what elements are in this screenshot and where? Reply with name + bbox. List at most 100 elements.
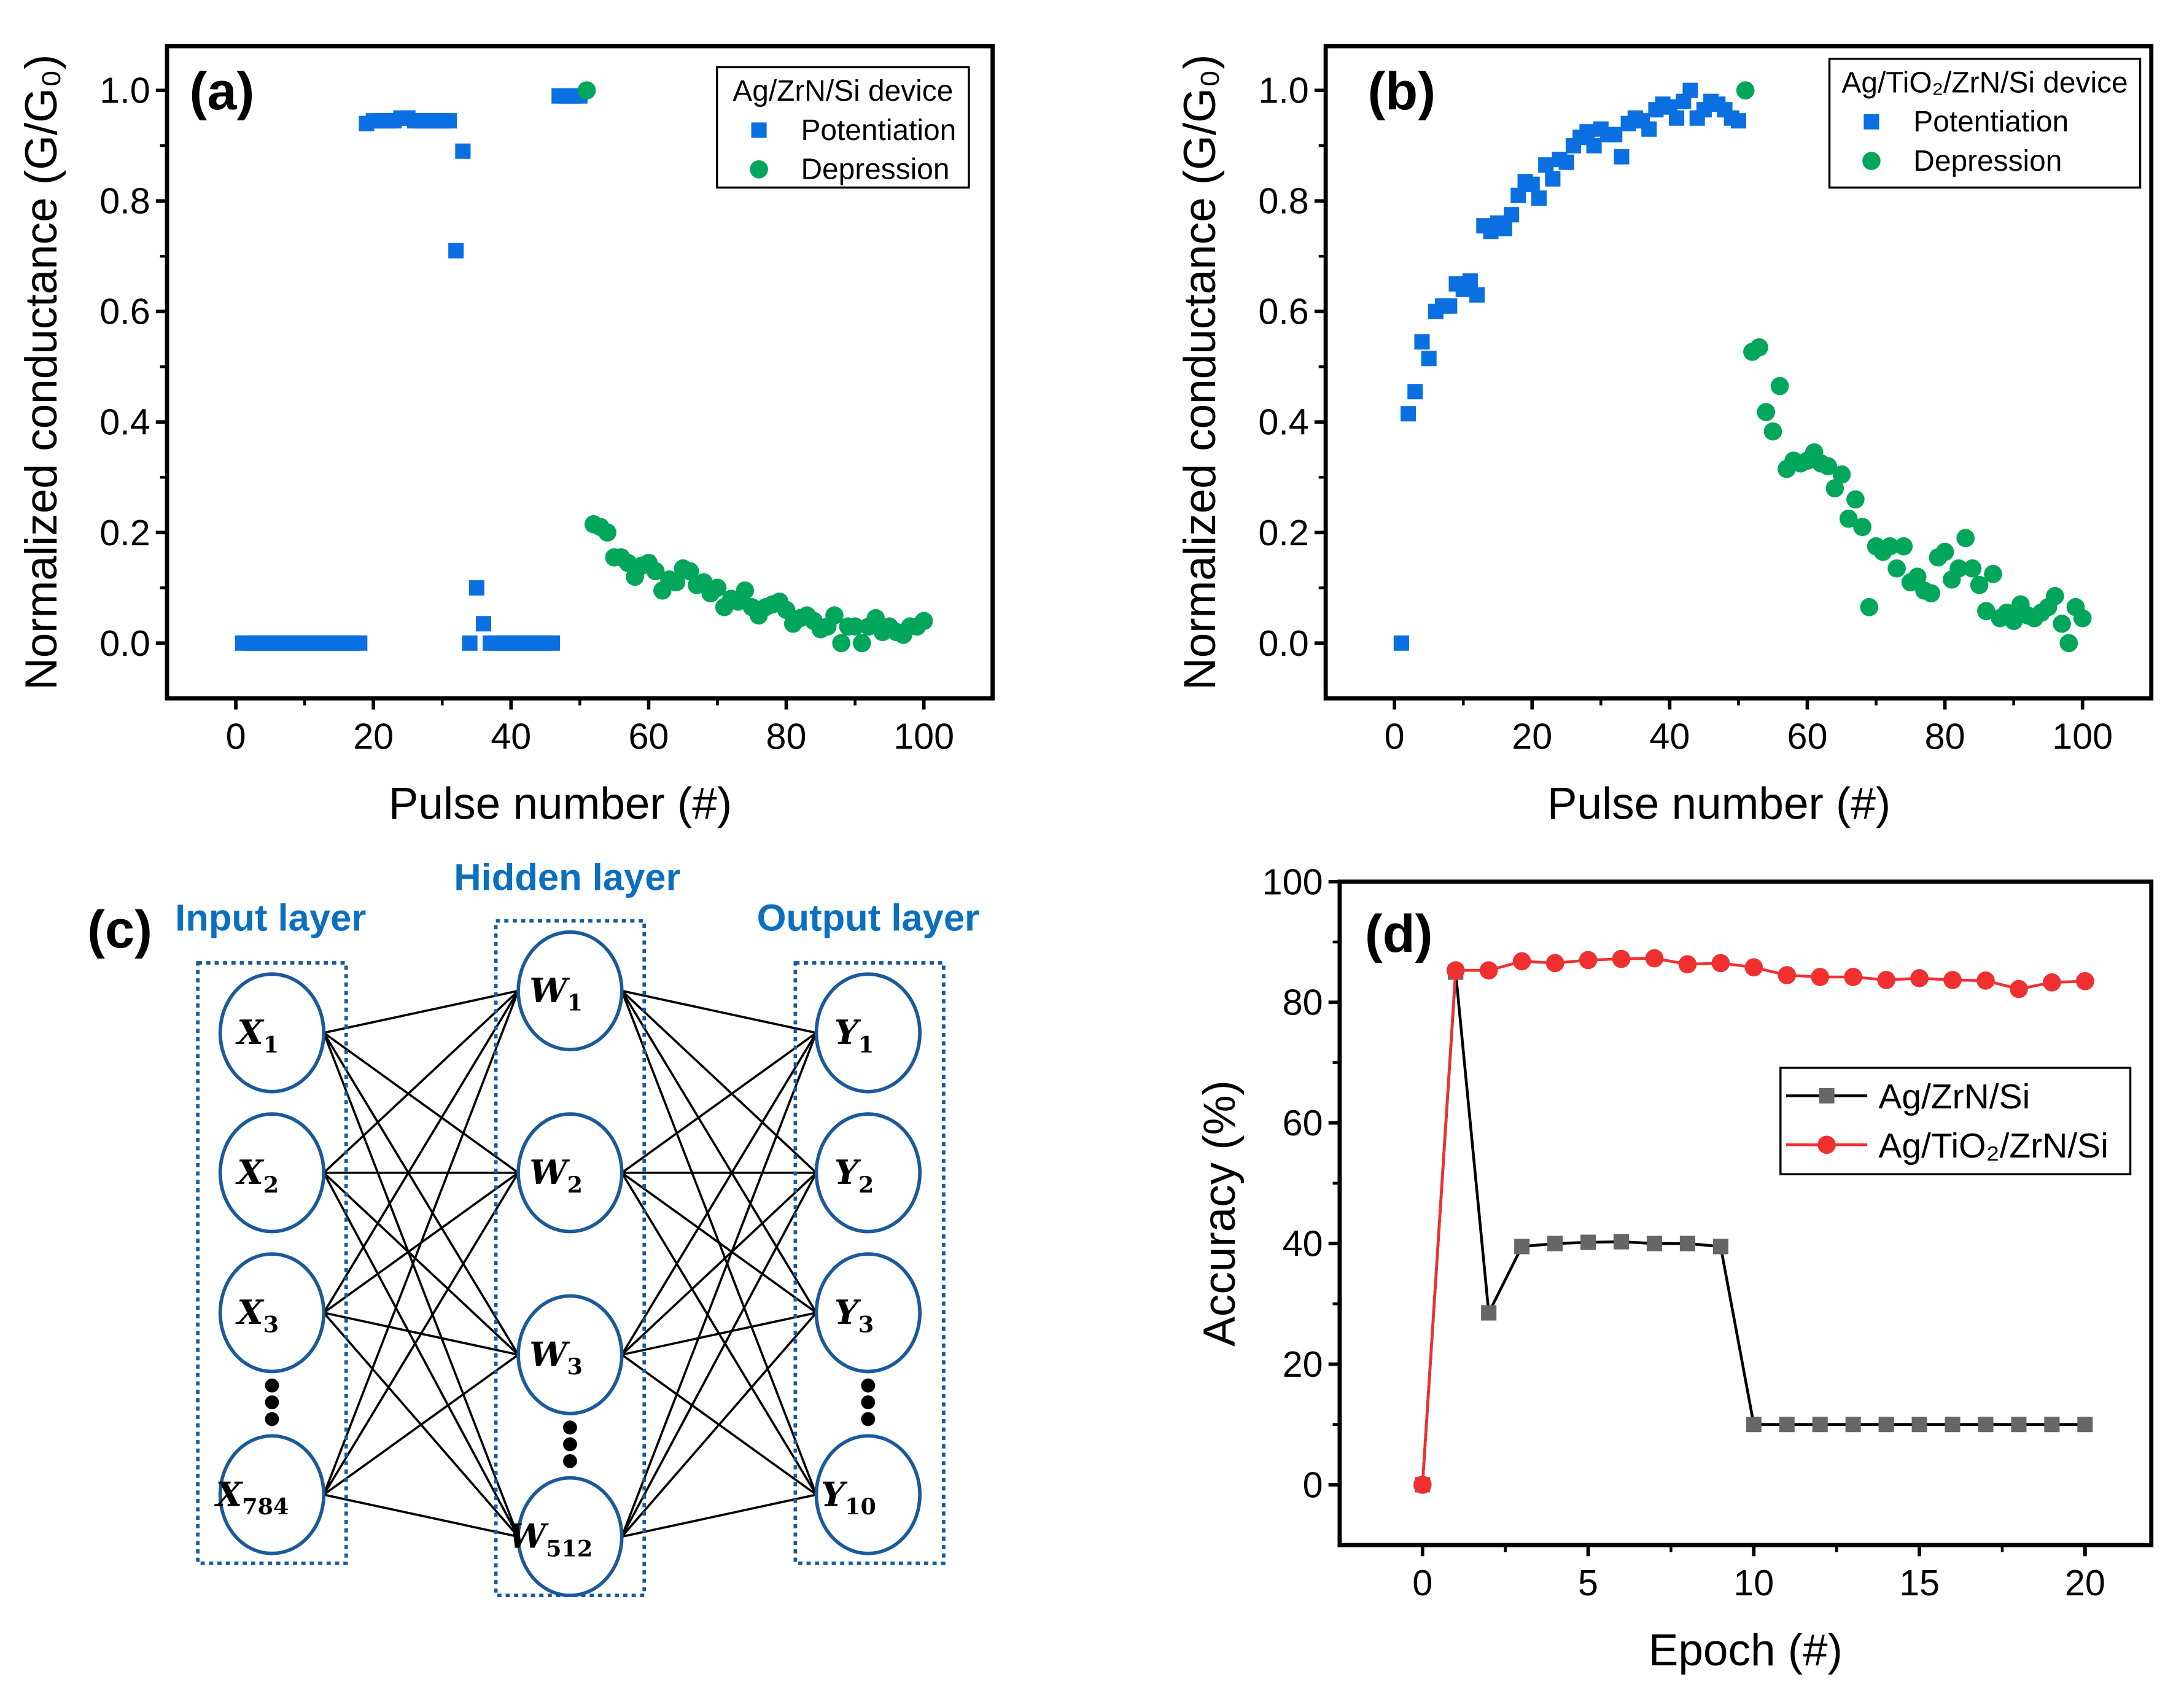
neuron-circle xyxy=(218,972,326,1094)
data-point xyxy=(1746,1417,1762,1433)
y-tick-label: 0.0 xyxy=(99,623,150,664)
neuron-circle xyxy=(218,1112,326,1234)
y-tick-label: 0.2 xyxy=(99,512,150,553)
neuron-circle xyxy=(218,1252,326,1374)
legend-entry: Ag/TiO₂/ZrN/Si xyxy=(1878,1126,2108,1165)
connection-line xyxy=(323,1032,519,1174)
neuron-node: X2 xyxy=(218,1112,326,1234)
legend-entry: Potentiation xyxy=(801,114,956,147)
x-tick-label: 20 xyxy=(2065,1562,2105,1603)
y-tick-label: 0 xyxy=(1303,1464,1323,1505)
connection-line xyxy=(621,1032,818,1356)
neuron-circle xyxy=(814,1434,922,1555)
data-point xyxy=(1908,567,1927,586)
neuron-label: W2 xyxy=(529,1153,583,1198)
data-point xyxy=(1860,597,1879,617)
neuron-label: Y2 xyxy=(834,1153,874,1198)
neuron-node: W1 xyxy=(516,930,624,1052)
data-point xyxy=(1479,961,1498,979)
data-point xyxy=(1558,154,1574,170)
x-tick-label: 20 xyxy=(353,715,394,757)
neuron-variable: Y xyxy=(834,1153,861,1192)
series-ag-tio-zrn-si xyxy=(1413,949,2094,1494)
connection-line xyxy=(621,1172,817,1314)
panel-d-chart: 0 5 10 15 20 0 20 40 60 80 100 Epoch (#) Accuracy (%… xyxy=(1195,861,2154,1675)
data-point xyxy=(455,143,471,159)
connection-line xyxy=(323,989,519,1034)
y-tick-label: 0.2 xyxy=(1258,512,1308,553)
data-point xyxy=(1956,529,1975,548)
neuron-node: W3 xyxy=(516,1294,624,1415)
data-point xyxy=(1943,971,1962,989)
data-point xyxy=(1911,1417,1927,1433)
layer-label: Hidden layer xyxy=(454,856,680,898)
neuron-label: X1 xyxy=(235,1013,279,1058)
data-point xyxy=(736,581,755,600)
y-axis-label: Accuracy (%) xyxy=(1195,1080,1245,1347)
y-tick-label: 0.6 xyxy=(1258,291,1308,332)
data-point xyxy=(598,523,616,542)
data-point xyxy=(352,635,368,651)
x-tick-label: 80 xyxy=(1925,715,1965,757)
legend-entry: Ag/ZrN/Si xyxy=(1878,1077,2030,1116)
data-point xyxy=(1935,542,1954,561)
data-point xyxy=(1524,176,1540,192)
hidden-layer: Hidden layer W1 W2 W3 W512 xyxy=(454,856,681,1597)
neuron-node: X3 xyxy=(218,1252,326,1374)
legend-marker xyxy=(1863,114,1879,130)
series-line xyxy=(1421,957,2085,1485)
connection-line xyxy=(323,990,519,1174)
neuron-label: X2 xyxy=(235,1153,279,1198)
series-depression xyxy=(1736,81,2092,653)
neuron-circle xyxy=(516,1476,624,1597)
data-point xyxy=(1407,384,1423,400)
data-point xyxy=(1446,961,1465,979)
neuron-node: Y3 xyxy=(814,1252,922,1374)
x-tick-label: 15 xyxy=(1899,1562,1940,1603)
neuron-label: Y1 xyxy=(834,1013,874,1058)
neuron-variable: X xyxy=(235,1013,265,1052)
panel-b-chart: 0 20 40 60 80 100 0.0 0.2 0.4 0.6 0.8 1.0 Pulse numb… xyxy=(1175,44,2154,828)
y-tick-label: 100 xyxy=(1262,861,1323,902)
neuron-node: X784 xyxy=(214,1434,326,1555)
legend: Ag/TiO₂/ZrN/Si device Potentiation Depress… xyxy=(1828,58,2142,189)
data-point xyxy=(1730,113,1746,129)
data-point xyxy=(1401,406,1416,422)
data-point xyxy=(1504,207,1520,223)
neuron-variable: Y xyxy=(834,1293,861,1332)
data-point xyxy=(1421,351,1437,367)
data-point xyxy=(441,113,457,129)
legend-marker xyxy=(750,160,768,179)
neuron-variable: Y xyxy=(821,1474,848,1514)
neuron-subscript: 2 xyxy=(858,1172,874,1198)
data-point xyxy=(1832,465,1851,484)
neuron-label: Y3 xyxy=(834,1293,874,1338)
ellipsis-dot xyxy=(861,1378,876,1393)
data-point xyxy=(1763,422,1782,441)
neuron-variable: X xyxy=(214,1474,244,1514)
data-point xyxy=(1538,157,1554,173)
data-point xyxy=(1496,220,1512,236)
neuron-subscript: 10 xyxy=(845,1493,876,1520)
data-point xyxy=(1963,559,1982,578)
ellipsis-dot xyxy=(563,1453,577,1468)
data-point xyxy=(1757,403,1776,421)
data-point xyxy=(2043,973,2061,992)
legend-marker xyxy=(751,122,767,138)
data-point xyxy=(825,606,844,625)
x-tick-label: 40 xyxy=(1649,715,1690,757)
data-point xyxy=(1846,490,1865,509)
data-point xyxy=(1811,968,1830,986)
legend-marker xyxy=(1819,1088,1835,1104)
neuron-node: Y2 xyxy=(814,1112,922,1234)
neuron-node: W512 xyxy=(508,1476,624,1597)
data-point xyxy=(2011,1417,2027,1433)
connection-line xyxy=(322,990,519,1495)
data-point xyxy=(1976,971,1995,990)
series-depression xyxy=(577,81,933,653)
plot-frame xyxy=(1337,879,2154,1547)
ellipsis-dot xyxy=(861,1412,876,1426)
data-point xyxy=(1881,537,1899,556)
